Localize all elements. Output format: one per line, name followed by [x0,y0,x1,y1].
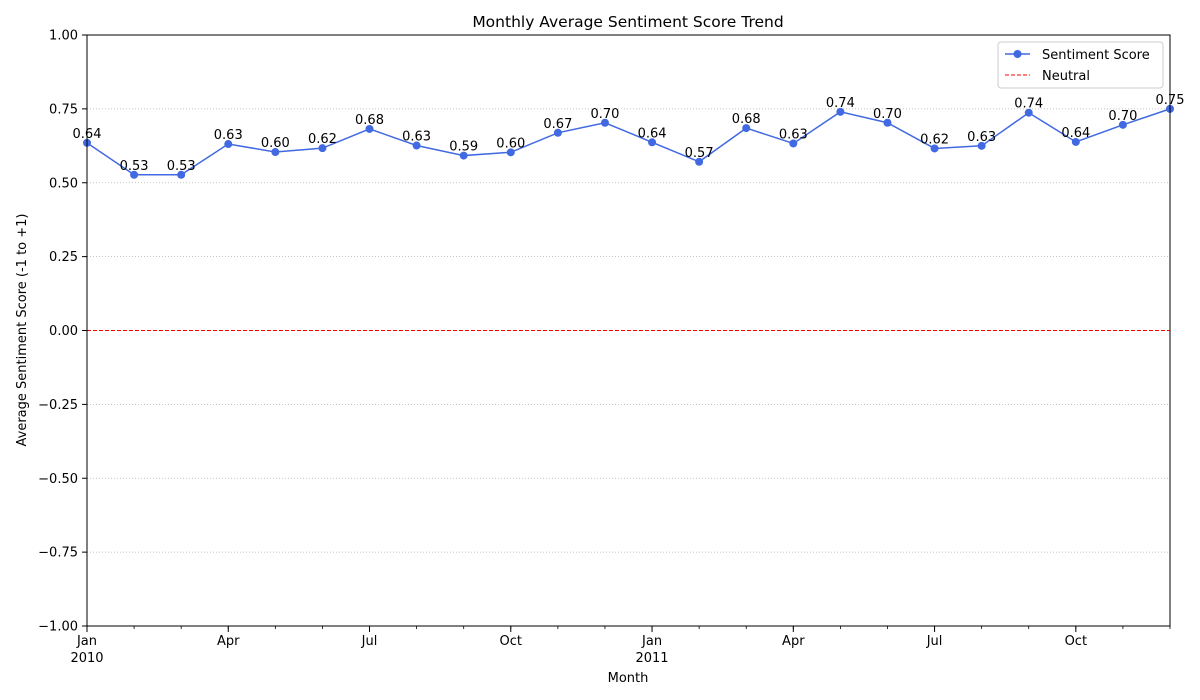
data-point [130,170,139,179]
data-point [553,128,562,137]
x-tick-label: Jan [76,634,97,649]
data-label: 0.67 [543,117,572,132]
data-point [412,141,421,150]
data-point [1024,108,1033,117]
data-labels: 0.64 0.53 0.53 0.63 0.60 0.62 0.68 0.63 0.59 0.60… [73,93,1185,174]
data-point [459,151,468,160]
legend-neutral-label: Neutral [1042,69,1090,84]
data-point [742,124,751,133]
data-label: 0.74 [826,96,855,111]
legend: Sentiment Score Neutral [997,41,1164,89]
legend-series-marker [1013,50,1022,58]
x-tick-label: Apr [782,634,805,649]
data-point [506,148,515,157]
y-tick-label: 0.00 [49,324,78,339]
data-point [177,170,186,179]
x-axis-label: Month [608,671,649,686]
y-tick-label: −0.75 [38,546,78,561]
data-point [977,141,986,150]
x-tick-label: Jul [926,634,943,649]
data-label: 0.59 [449,140,478,155]
data-point [789,139,798,148]
data-label: 0.53 [167,159,196,174]
y-tick-label: −0.50 [38,472,78,487]
data-point [836,107,845,116]
data-point [930,144,939,153]
x-tick-year-label: 2010 [70,651,103,666]
data-label: 0.63 [779,127,808,142]
data-label: 0.63 [967,130,996,145]
data-point [648,138,657,147]
data-label: 0.70 [873,107,902,122]
data-label: 0.64 [638,126,667,141]
x-tick-label: Oct [500,634,522,649]
x-tick-label: Jul [361,634,378,649]
data-label: 0.60 [261,136,290,151]
data-label: 0.63 [214,128,243,143]
data-label: 0.70 [1108,109,1137,124]
data-label: 0.63 [402,130,431,145]
data-label: 0.68 [732,112,761,127]
data-label: 0.70 [590,107,619,122]
data-point [1071,137,1080,146]
data-point [224,140,233,149]
y-tick-label: −0.25 [38,398,78,413]
data-label: 0.60 [496,136,525,151]
series-layer [83,104,1174,179]
data-label: 0.57 [685,146,714,161]
y-axis-label: Average Sentiment Score (-1 to +1) [15,214,30,447]
x-tick-year-label: 2011 [635,651,668,666]
data-label: 0.64 [1061,126,1090,141]
x-tick-label: Jan [641,634,662,649]
data-point [318,144,327,153]
data-label: 0.68 [355,113,384,128]
chart-title: Monthly Average Sentiment Score Trend [472,13,783,31]
legend-box [997,41,1164,89]
x-tick-label: Apr [217,634,240,649]
y-axis: −1.00 −0.75 −0.50 −0.25 0.00 0.25 0.50 0.75 1.00 [38,29,87,635]
data-label: 0.53 [120,159,149,174]
data-label: 0.74 [1014,97,1043,112]
data-point [1118,120,1127,129]
series-line [86,108,1171,176]
data-label: 0.62 [920,132,949,147]
data-label: 0.62 [308,132,337,147]
y-tick-label: 0.75 [49,102,78,117]
y-tick-label: 1.00 [49,29,78,44]
x-tick-label: Oct [1065,634,1087,649]
data-point [883,118,892,127]
data-point [365,124,374,133]
data-point [600,118,609,127]
data-point [271,148,280,157]
data-point [695,157,704,166]
y-tick-label: −1.00 [38,620,78,635]
y-tick-label: 0.25 [49,250,78,265]
legend-series-label: Sentiment Score [1042,48,1150,63]
x-axis: Jan 2010 Apr Jul Oct Jan 2011 Apr Jul Oct [70,626,1171,666]
y-tick-label: 0.50 [49,176,78,191]
